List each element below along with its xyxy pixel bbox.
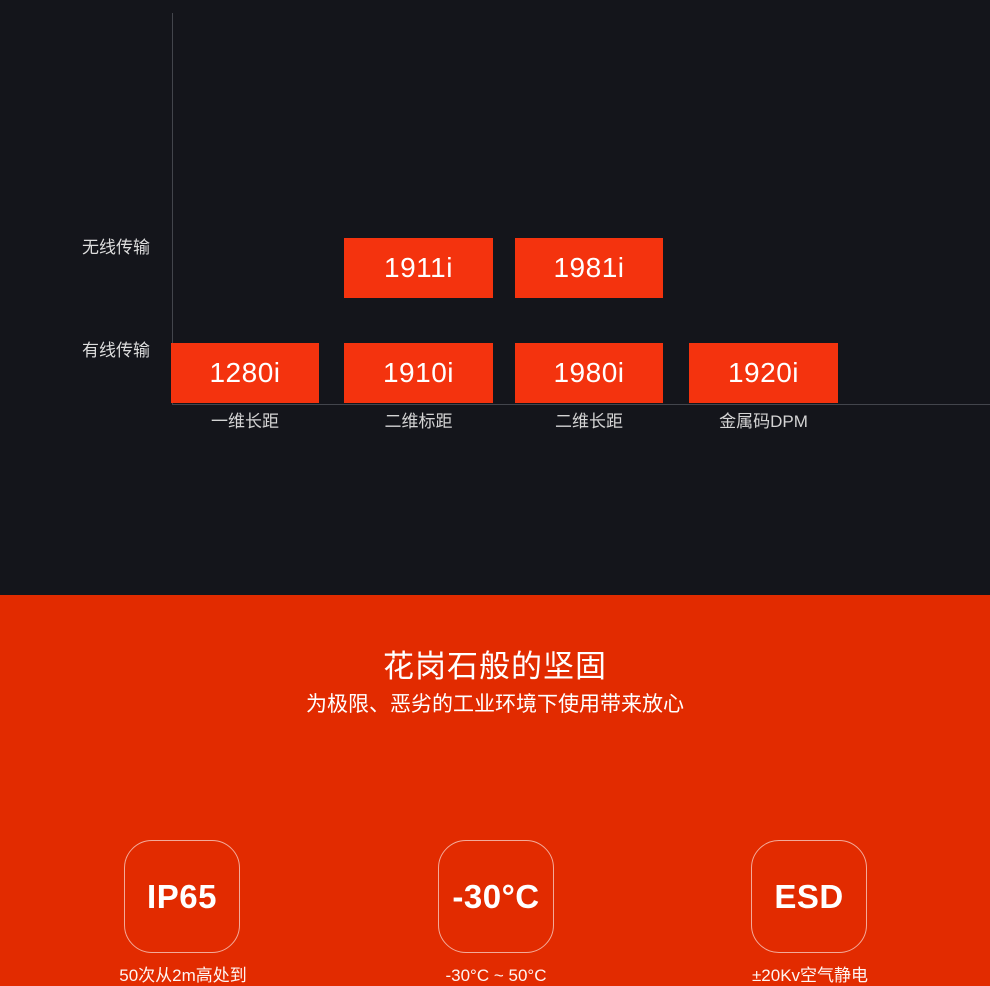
model-cell-1911i: 1911i <box>344 238 493 298</box>
badge-low-temperature-label: -30°C <box>452 877 540 915</box>
row-label-wireless: 无线传输 <box>82 238 150 257</box>
column-label-2d-long-range: 二维长距 <box>555 412 623 431</box>
column-label-2d-standard-range: 二维标距 <box>384 412 453 431</box>
section-title: 花岗石般的坚固 <box>383 649 607 684</box>
matrix-vertical-axis <box>172 13 173 404</box>
model-cell-1980i: 1980i <box>515 343 663 403</box>
matrix-horizontal-axis <box>172 404 990 405</box>
durability-section: 花岗石般的坚固 为极限、恶劣的工业环境下使用带来放心 IP65 -30°C ES… <box>0 595 990 986</box>
model-cell-1981i: 1981i <box>515 238 663 298</box>
badge-ip65: IP65 <box>124 840 240 953</box>
badge-ip65-caption: 50次从2m高处到 <box>119 966 247 985</box>
badge-esd: ESD <box>751 840 867 953</box>
model-cell-1280i: 1280i <box>171 343 319 403</box>
badge-ip65-label: IP65 <box>147 877 217 915</box>
model-cell-1920i: 1920i <box>689 343 838 403</box>
badge-low-temperature-caption: -30°C ~ 50°C <box>445 966 547 985</box>
badge-esd-caption: ±20Kv空气静电 <box>751 966 869 985</box>
product-matrix-section: 无线传输 有线传输 1911i 1981i 1280i 1910i 1980i … <box>82 13 990 431</box>
column-label-metal-code-dpm: 金属码DPM <box>719 412 808 431</box>
section-subtitle: 为极限、恶劣的工业环境下使用带来放心 <box>306 693 684 716</box>
model-cell-1910i: 1910i <box>344 343 493 403</box>
row-label-wired: 有线传输 <box>82 341 150 360</box>
badge-esd-label: ESD <box>774 877 844 915</box>
column-label-1d-long-range: 一维长距 <box>211 412 279 431</box>
badge-low-temperature: -30°C <box>438 840 554 953</box>
